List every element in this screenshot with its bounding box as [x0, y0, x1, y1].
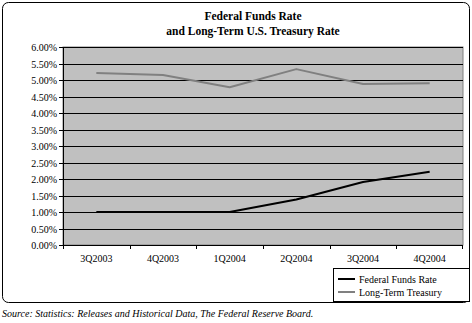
x-tick	[330, 245, 331, 249]
y-tick	[59, 163, 63, 164]
y-tick	[59, 113, 63, 114]
y-tick	[59, 130, 63, 131]
legend-label: Long-Term Treasury	[359, 287, 442, 298]
grid-line	[63, 196, 463, 197]
x-tick-label: 3Q2003	[80, 253, 112, 264]
x-tick	[462, 245, 463, 249]
y-tick-label: 5.00%	[31, 75, 57, 86]
x-tick	[63, 245, 64, 249]
grid-line	[63, 97, 463, 98]
y-tick-label: 2.00%	[31, 174, 57, 185]
legend-swatch	[338, 278, 355, 280]
legend	[334, 269, 470, 302]
legend-swatch	[338, 291, 355, 293]
series-line	[96, 69, 429, 87]
x-tick	[130, 245, 131, 249]
source-note: Source: Statistics: Releases and Histori…	[2, 308, 313, 319]
grid-line	[63, 113, 463, 114]
y-tick	[59, 80, 63, 81]
series-group	[96, 69, 429, 212]
grid-line	[63, 80, 463, 81]
y-tick-label: 3.50%	[31, 125, 57, 136]
y-tick	[59, 179, 63, 180]
y-tick	[59, 47, 63, 48]
y-tick	[59, 97, 63, 98]
subtitle: and Long-Term U.S. Treasury Rate	[166, 25, 339, 38]
y-tick	[59, 229, 63, 230]
x-tick-label: 4Q2004	[414, 253, 446, 264]
y-tick-label: 0.00%	[31, 240, 57, 251]
y-tick-label: 1.50%	[31, 191, 57, 202]
x-tick-label: 3Q2004	[347, 253, 379, 264]
grid-line	[63, 229, 463, 230]
chart-frame	[3, 3, 470, 303]
grid-line	[63, 146, 463, 147]
x-tick	[263, 245, 264, 249]
x-tick	[196, 245, 197, 249]
y-tick-label: 2.50%	[31, 158, 57, 169]
y-tick-label: 3.00%	[31, 141, 57, 152]
y-tick-label: 1.00%	[31, 207, 57, 218]
y-axis	[63, 47, 64, 245]
x-tick	[396, 245, 397, 249]
grid-line	[63, 47, 463, 48]
title: Federal Funds Rate	[204, 10, 301, 22]
y-tick	[59, 196, 63, 197]
y-tick	[59, 245, 63, 246]
legend-label: Federal Funds Rate	[359, 274, 437, 285]
x-tick-label: 2Q2004	[280, 253, 312, 264]
y-tick-label: 4.50%	[31, 92, 57, 103]
chart: Federal Funds Rate and Long-Term U.S. Tre…	[0, 0, 472, 323]
y-tick	[59, 64, 63, 65]
grid-line	[63, 64, 463, 65]
plot-area	[63, 47, 463, 245]
x-tick-label: 4Q2003	[147, 253, 179, 264]
grid-line	[63, 163, 463, 164]
grid-line	[63, 179, 463, 180]
series-line	[96, 172, 429, 212]
grid-line	[63, 130, 463, 131]
y-tick-label: 0.50%	[31, 224, 57, 235]
y-tick-label: 6.00%	[31, 42, 57, 53]
y-tick-label: 5.50%	[31, 59, 57, 70]
y-tick	[59, 146, 63, 147]
y-tick	[59, 212, 63, 213]
y-tick-label: 4.00%	[31, 108, 57, 119]
x-tick-label: 1Q2004	[214, 253, 246, 264]
